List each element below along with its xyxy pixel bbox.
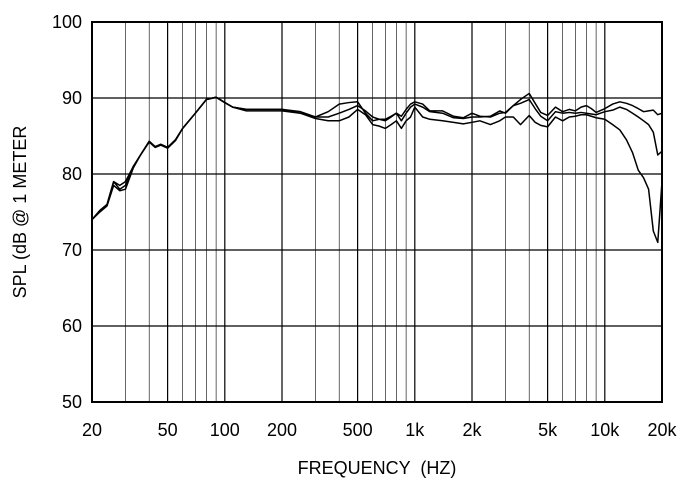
y-tick-label: 50 <box>62 392 82 412</box>
y-tick-label: 70 <box>62 240 82 260</box>
y-tick-labels: 50 60 70 80 90 100 <box>52 12 82 412</box>
x-tick-labels: 20 50 100 200 500 1k 2k 5k 10k 20k <box>82 420 678 440</box>
x-tick-label: 10k <box>590 420 620 440</box>
x-tick-label: 20k <box>647 420 677 440</box>
y-tick-label: 90 <box>62 88 82 108</box>
plot-frame <box>91 21 663 403</box>
x-tick-label: 1k <box>405 420 425 440</box>
minor-grid <box>125 22 597 402</box>
y-tick-label: 80 <box>62 164 82 184</box>
x-axis-title: FREQUENCY (HZ) <box>298 458 457 478</box>
x-tick-label: 500 <box>343 420 373 440</box>
x-tick-label: 200 <box>267 420 297 440</box>
x-tick-label: 5k <box>538 420 558 440</box>
y-tick-label: 60 <box>62 316 82 336</box>
major-grid <box>91 21 663 403</box>
y-axis-title: SPL (dB @ 1 METER <box>10 126 30 299</box>
x-tick-label: 100 <box>210 420 240 440</box>
x-tick-label: 20 <box>82 420 102 440</box>
y-tick-label: 100 <box>52 12 82 32</box>
series-layer <box>91 92 663 244</box>
x-tick-label: 2k <box>462 420 482 440</box>
x-tick-label: 50 <box>158 420 178 440</box>
response-curve-3 <box>91 96 663 244</box>
